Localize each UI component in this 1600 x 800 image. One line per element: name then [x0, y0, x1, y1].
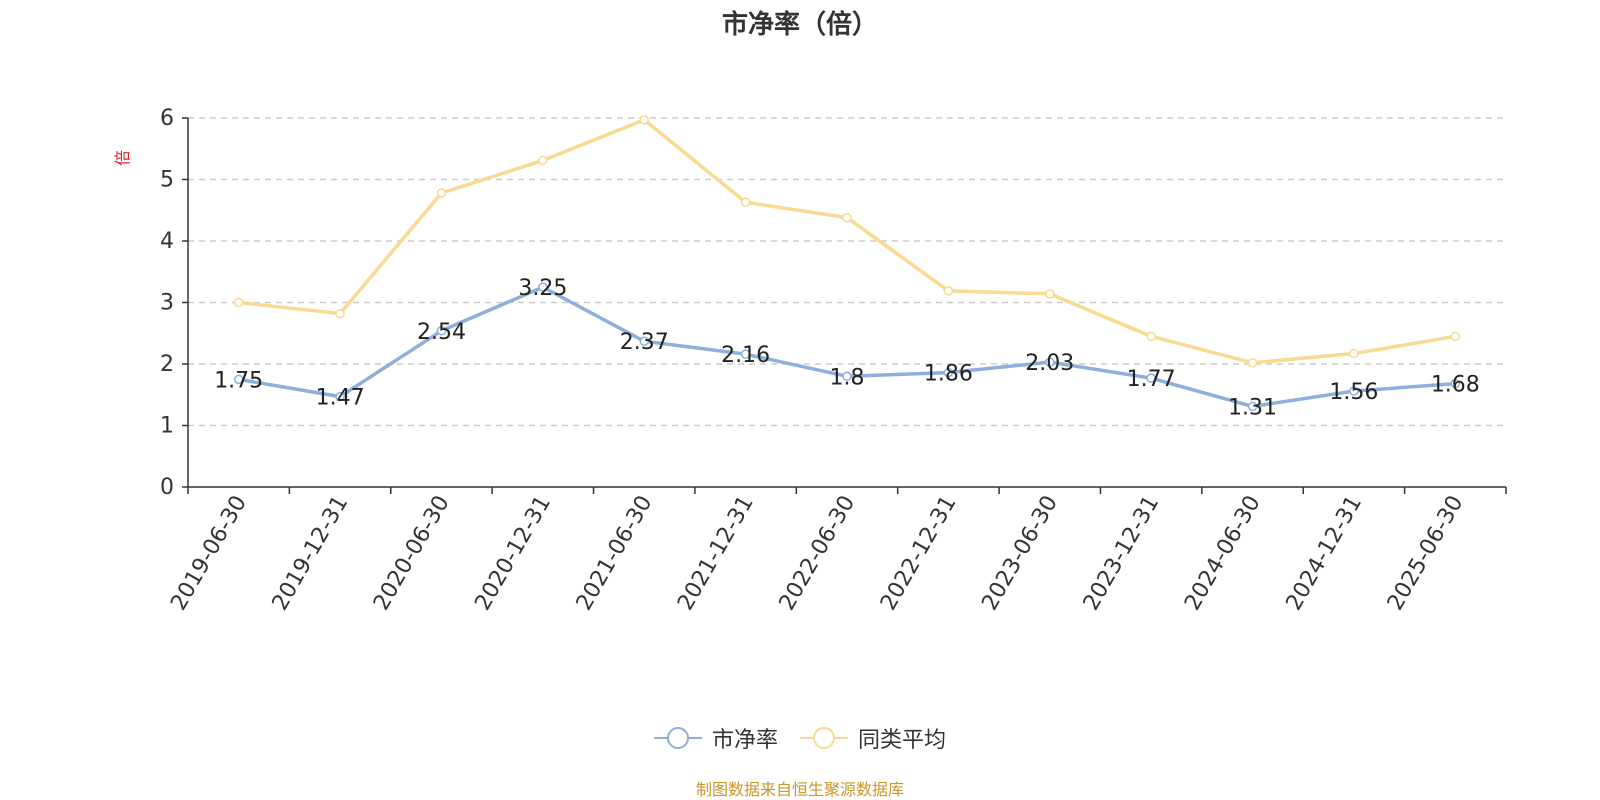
- series-point-0: [436, 326, 447, 336]
- series-point-1: [335, 308, 345, 319]
- x-tick-label: 2020-12-31: [470, 492, 556, 615]
- legend-item-pb[interactable]: 市净率: [653, 722, 778, 754]
- series-point-1: [842, 212, 852, 223]
- series-point-1: [1349, 348, 1359, 359]
- series-point-0: [639, 336, 649, 346]
- y-tick-label: 0: [160, 475, 174, 500]
- data-label: 1.8: [830, 365, 865, 390]
- legend-swatch-pb-icon: [653, 727, 702, 749]
- series-point-0: [1450, 378, 1461, 389]
- data-label: 1.86: [924, 362, 973, 387]
- series-point-0: [740, 349, 751, 359]
- series-point-0: [233, 374, 244, 385]
- x-tick-label: 2024-12-31: [1282, 492, 1368, 615]
- data-label: 1.68: [1431, 373, 1480, 398]
- x-tick-label: 2021-06-30: [572, 492, 658, 615]
- series-point-0: [1146, 373, 1156, 383]
- series-point-1: [233, 297, 244, 308]
- series-point-0: [335, 391, 345, 402]
- series-point-1: [1146, 331, 1156, 342]
- legend-swatch-peer-avg-icon: [800, 727, 848, 749]
- data-label: 2.54: [417, 320, 466, 345]
- data-source-note: 制图数据来自恒生聚源数据库: [695, 780, 904, 799]
- x-tick-label: 2019-12-31: [268, 492, 354, 615]
- data-label: 2.37: [620, 330, 669, 355]
- y-tick-label: 2: [160, 352, 174, 377]
- series-point-1: [538, 155, 548, 166]
- x-tick-label: 2021-12-31: [673, 492, 759, 615]
- legend-item-peer-avg[interactable]: 同类平均: [800, 722, 946, 754]
- series-point-1: [1450, 331, 1461, 342]
- x-tick-label: 2022-06-30: [775, 492, 861, 615]
- data-label: 2.03: [1025, 351, 1074, 376]
- data-label: 2.16: [721, 343, 770, 368]
- legend-label-peer-avg: 同类平均: [858, 728, 947, 753]
- x-tick-label: 2023-12-31: [1079, 492, 1165, 615]
- x-tick-label: 2023-06-30: [977, 492, 1063, 615]
- y-tick-label: 1: [160, 414, 174, 439]
- series-point-1: [639, 115, 649, 125]
- series-point-1: [740, 197, 751, 208]
- x-tick-label: 2025-06-30: [1383, 492, 1469, 615]
- y-tick-label: 3: [160, 291, 174, 316]
- y-tick-label: 5: [160, 168, 174, 193]
- series-point-1: [1247, 358, 1258, 368]
- x-tick-label: 2019-06-30: [166, 492, 252, 615]
- series-point-0: [842, 371, 852, 382]
- series-point-1: [943, 286, 954, 296]
- legend-label-pb: 市净率: [711, 728, 778, 753]
- data-label: 1.75: [214, 368, 263, 393]
- y-tick-label: 6: [160, 106, 174, 131]
- x-tick-label: 2024-06-30: [1180, 492, 1266, 615]
- series-point-0: [1247, 401, 1258, 412]
- x-tick-label: 2020-06-30: [369, 492, 455, 615]
- data-label: 1.77: [1127, 367, 1176, 392]
- chart-title: 市净率（倍）: [721, 10, 878, 40]
- data-label: 3.25: [518, 276, 567, 301]
- series-point-1: [1045, 289, 1055, 299]
- series-point-0: [1349, 386, 1359, 396]
- series-point-0: [943, 367, 954, 378]
- data-label: 1.47: [316, 386, 365, 411]
- y-axis-label: 倍: [113, 150, 132, 166]
- series-point-0: [538, 282, 548, 292]
- data-label: 1.31: [1228, 395, 1277, 420]
- series-point-1: [436, 188, 447, 198]
- chart-legend: 市净率 同类平均: [0, 722, 1600, 754]
- data-label: 1.56: [1329, 380, 1378, 405]
- series-point-0: [1045, 357, 1055, 367]
- y-tick-label: 4: [160, 229, 174, 254]
- x-tick-label: 2022-12-31: [876, 492, 962, 615]
